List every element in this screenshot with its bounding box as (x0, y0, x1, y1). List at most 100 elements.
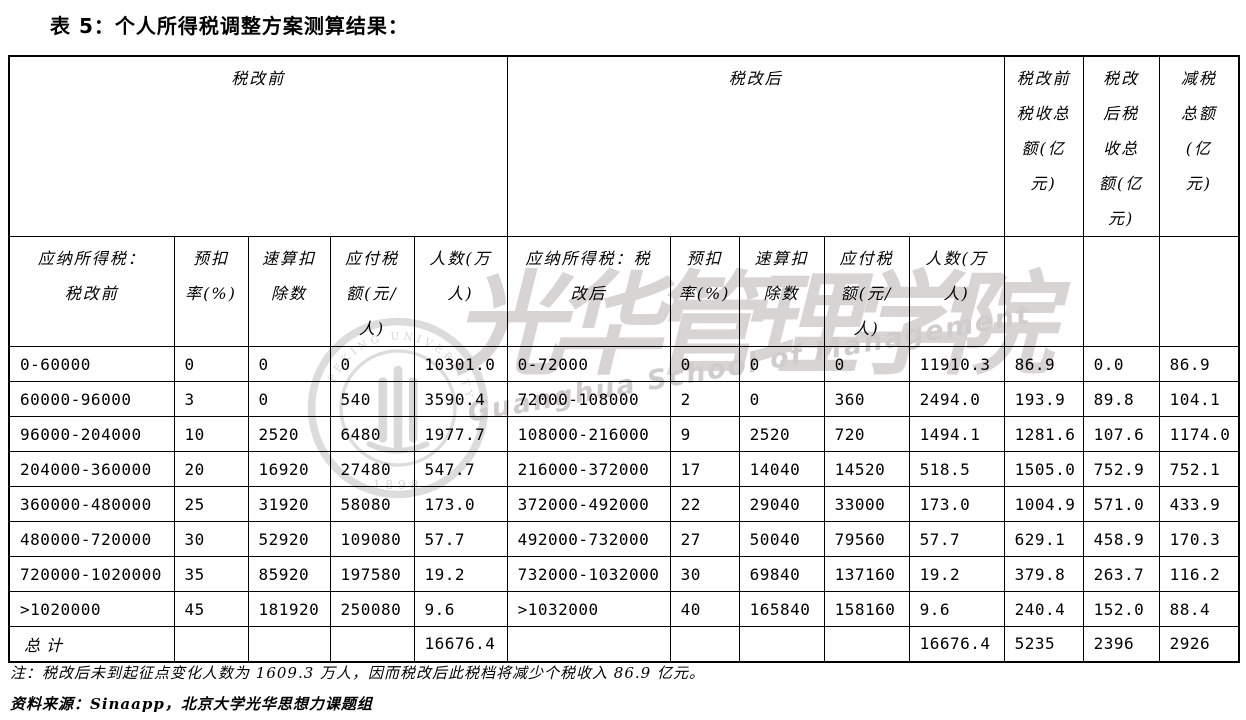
table-cell: 492000-732000 (506, 521, 671, 557)
table-cell: 86.9 (1003, 346, 1084, 382)
table-cell: 2520 (247, 416, 331, 452)
table-cell: 27 (669, 521, 740, 557)
table-cell (173, 626, 249, 662)
table-cell: 109080 (329, 521, 415, 557)
table-cell: 0-72000 (506, 346, 671, 382)
header-before-reform: 税改前 (8, 55, 508, 237)
table-cell: 57.7 (908, 521, 1005, 557)
table-cell: 9 (669, 416, 740, 452)
header-row-columns: 应纳所得税： 税改前 预扣 率(%) 速算扣 除数 应付税 额(元/ 人) 人数… (8, 236, 1240, 347)
table-row: 96000-204000 10 2520 6480 1977.7 108000-21600… (8, 416, 1240, 452)
table-cell: 547.7 (413, 451, 508, 487)
table-cell: 720 (823, 416, 910, 452)
table-cell: 72000-108000 (506, 381, 671, 417)
table-cell (506, 626, 671, 662)
table-cell: 197580 (329, 556, 415, 592)
table-cell: 25 (173, 486, 249, 522)
table-cell: 30 (173, 521, 249, 557)
header-spacer-2 (1082, 236, 1160, 347)
table-cell: 0 (173, 346, 249, 382)
table-cell: 0 (823, 346, 910, 382)
table-cell: 31920 (247, 486, 331, 522)
table-cell (738, 626, 825, 662)
table-row: 360000-480000 25 31920 58080 173.0 372000-492… (8, 486, 1240, 522)
table-cell: 1977.7 (413, 416, 508, 452)
table-cell: 152.0 (1082, 591, 1160, 627)
table-cell: 2926 (1158, 626, 1240, 662)
table-cell: 11910.3 (908, 346, 1005, 382)
table-cell: 50040 (738, 521, 825, 557)
header-tax-reduction: 减税 总额 (亿 元) (1158, 55, 1240, 237)
table-cell: 3590.4 (413, 381, 508, 417)
table-cell: 0 (738, 381, 825, 417)
table-cell (669, 626, 740, 662)
page-title: 表 5：个人所得税调整方案测算结果： (50, 14, 409, 38)
table-cell: 1004.9 (1003, 486, 1084, 522)
table-cell: 60000-96000 (8, 381, 175, 417)
table-cell: 193.9 (1003, 381, 1084, 417)
table-cell: 86.9 (1158, 346, 1240, 382)
table-cell: 173.0 (413, 486, 508, 522)
table-cell: 2396 (1082, 626, 1160, 662)
table-cell: 57.7 (413, 521, 508, 557)
table-cell: 88.4 (1158, 591, 1240, 627)
table-cell: 0 (738, 346, 825, 382)
table-row: 60000-96000 3 0 540 3590.4 72000-108000 2 0 360 2… (8, 381, 1240, 417)
header-total-tax-after: 税改 后税 收总 额(亿 元) (1082, 55, 1160, 237)
header-quick-deduction-after: 速算扣 除数 (738, 236, 825, 347)
results-table: 税改前 税改后 税改前 税收总 额(亿 元) 税改 后税 收总 额(亿 元) 减… (8, 55, 1241, 663)
table-cell: 263.7 (1082, 556, 1160, 592)
table-cell: 0 (247, 381, 331, 417)
table-cell: 14520 (823, 451, 910, 487)
table-cell: 89.8 (1082, 381, 1160, 417)
footnote: 注：税改后未到起征点变化人数为 1609.3 万人，因而税改后此税档将减少个税收… (10, 664, 705, 682)
table-cell: 0 (669, 346, 740, 382)
table-cell: 458.9 (1082, 521, 1160, 557)
header-tax-payable-before: 应付税 额(元/ 人) (329, 236, 415, 347)
table-cell: 433.9 (1158, 486, 1240, 522)
table-cell: 17 (669, 451, 740, 487)
table-cell: 0 (247, 346, 331, 382)
table-cell: 9.6 (908, 591, 1005, 627)
table-cell: 79560 (823, 521, 910, 557)
table-cell: 58080 (329, 486, 415, 522)
header-people-count-before: 人数(万 人) (413, 236, 508, 347)
table-cell: 1281.6 (1003, 416, 1084, 452)
table-cell (247, 626, 331, 662)
table-cell: 19.2 (908, 556, 1005, 592)
table-cell: 1494.1 (908, 416, 1005, 452)
table-cell: 181920 (247, 591, 331, 627)
header-taxable-income-after: 应纳所得税：税 改后 (506, 236, 671, 347)
table-cell: 30 (669, 556, 740, 592)
table-cell: 170.3 (1158, 521, 1240, 557)
table-cell: 0 (329, 346, 415, 382)
table-cell: 165840 (738, 591, 825, 627)
table-cell: 总计 (8, 626, 175, 662)
table-cell: 571.0 (1082, 486, 1160, 522)
header-tax-payable-after: 应付税 额(元/ 人) (823, 236, 910, 347)
table-cell: 104.1 (1158, 381, 1240, 417)
header-people-count-after: 人数(万 人) (908, 236, 1005, 347)
table-cell: 40 (669, 591, 740, 627)
table-cell: 108000-216000 (506, 416, 671, 452)
table-cell: 720000-1020000 (8, 556, 175, 592)
table-cell: 5235 (1003, 626, 1084, 662)
table-cell: 96000-204000 (8, 416, 175, 452)
table-cell: 480000-720000 (8, 521, 175, 557)
table-row: 720000-1020000 35 85920 197580 19.2 732000-10… (8, 556, 1240, 592)
table-cell: 629.1 (1003, 521, 1084, 557)
table-row: 总计 16676.4 16676.4 5235 2396 2926 (8, 626, 1240, 662)
table-cell: 0.0 (1082, 346, 1160, 382)
table-cell: >1020000 (8, 591, 175, 627)
table-cell: 752.1 (1158, 451, 1240, 487)
header-withholding-rate-before: 预扣 率(%) (173, 236, 249, 347)
table-cell: 10 (173, 416, 249, 452)
table-cell: 16920 (247, 451, 331, 487)
table-cell: 85920 (247, 556, 331, 592)
table-cell: 1505.0 (1003, 451, 1084, 487)
table-cell: 173.0 (908, 486, 1005, 522)
table-body: 0-60000 0 0 0 10301.0 0-72000 0 0 0 11910.3 86.9 0.… (8, 346, 1240, 662)
table-row: >1020000 45 181920 250080 9.6 >1032000 40 16584… (8, 591, 1240, 627)
header-spacer-3 (1158, 236, 1240, 347)
